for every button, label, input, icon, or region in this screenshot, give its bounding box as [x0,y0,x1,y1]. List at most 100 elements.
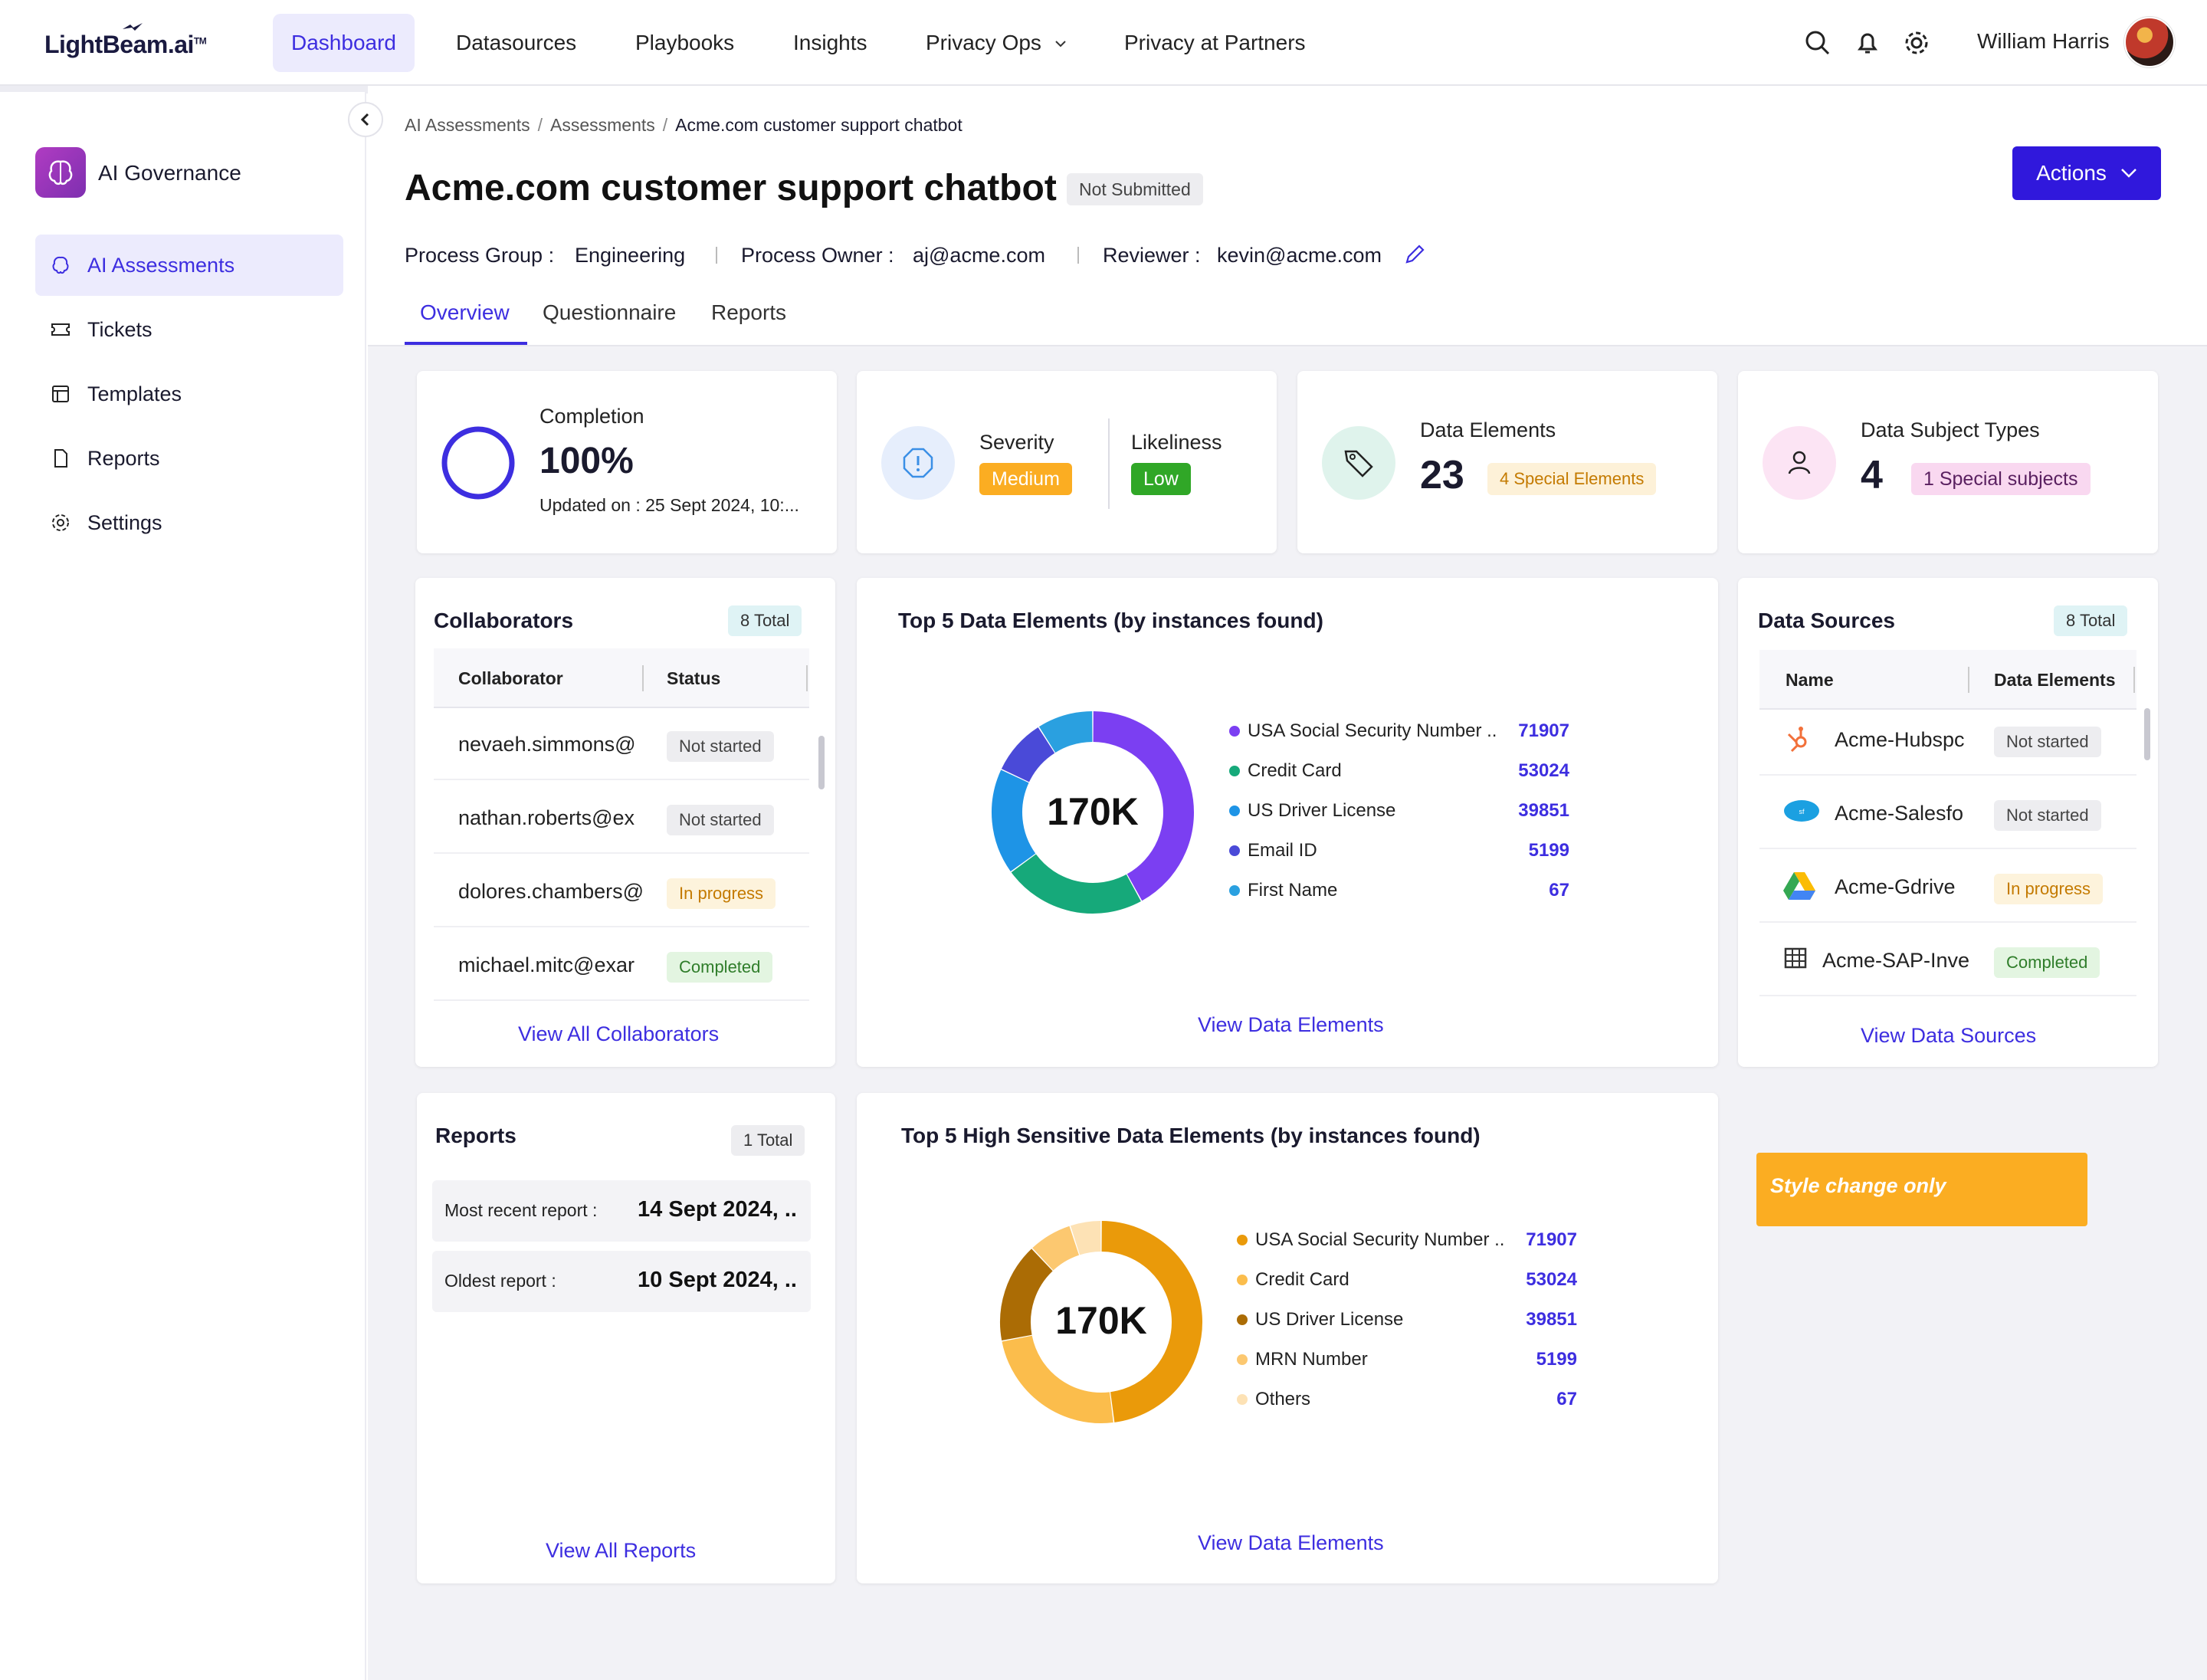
datasource-name[interactable]: Acme-Salesfo [1835,802,1964,825]
legend-swatch [1229,726,1240,737]
breadcrumb-item[interactable]: AI Assessments [405,115,530,135]
top5-sensitive-donut-chart [1000,1221,1202,1423]
search-icon[interactable] [1802,28,1833,58]
donut-slice-3[interactable] [1000,1249,1054,1340]
user-name[interactable]: William Harris [1977,29,2110,53]
column-header-status[interactable]: Status [667,668,721,688]
top5-sensitive-center-label: 170K [1055,1299,1147,1342]
nav-dashboard[interactable]: Dashboard [273,14,415,72]
datasource-name[interactable]: Acme-Hubspc [1835,728,1965,751]
view-data-elements-link[interactable]: View Data Elements [1198,1013,1384,1036]
column-divider [806,665,808,691]
donut-slice-1[interactable] [1101,1221,1202,1422]
data-subjects-value: 4 [1861,453,1883,497]
nav-playbooks[interactable]: Playbooks [635,31,735,54]
datasource-name[interactable]: Acme-Gdrive [1835,875,1956,898]
scrollbar-thumb[interactable] [2144,708,2150,760]
nav-datasources[interactable]: Datasources [456,31,577,54]
oldest-report-row: Oldest report : 10 Sept 2024, .. [432,1251,811,1312]
chevron-down-icon [1055,41,1066,48]
legend-item: USA Social Security Number .. [1237,1229,1504,1251]
tabs-border [368,345,2207,346]
nav-privacy-ops-label: Privacy Ops [926,31,1041,54]
donut-slice-4[interactable] [1032,1226,1080,1271]
reports-title: Reports [435,1124,516,1147]
breadcrumb-item[interactable]: Assessments [550,115,655,135]
bell-icon[interactable] [1852,28,1883,58]
column-header-data-elements[interactable]: Data Elements [1994,670,2116,690]
donut-slice-3[interactable] [992,769,1036,871]
view-all-collaborators-link[interactable]: View All Collaborators [518,1022,720,1045]
top-nav: LightBeam.aiTM Dashboard Datasources Pla… [0,0,2207,86]
collaborators-title: Collaborators [434,609,574,632]
view-sensitive-data-elements-link[interactable]: View Data Elements [1198,1531,1384,1554]
view-data-sources-link[interactable]: View Data Sources [1861,1024,2037,1047]
collaborators-total-badge: 8 Total [728,605,802,636]
legend-label: First Name [1248,880,1338,901]
legend-item: Credit Card [1229,760,1342,782]
meta-divider [1077,247,1079,264]
nav-privacy-ops[interactable]: Privacy Ops [907,14,1087,72]
nav-privacy-at-partners[interactable]: Privacy at Partners [1124,31,1306,54]
salesforce-icon: sf [1782,797,1821,829]
sidebar-item-ai-assessments[interactable]: AI Assessments [35,235,343,296]
legend-label: Credit Card [1255,1269,1349,1290]
row-divider [434,779,809,780]
donut-slice-5[interactable] [1070,1221,1102,1255]
legend-label: USA Social Security Number .. [1248,720,1497,741]
top5-center-label: 170K [1047,790,1139,833]
donut-slice-5[interactable] [1038,711,1094,753]
sidebar-title: AI Governance [98,161,241,185]
avatar[interactable] [2124,17,2175,67]
donut-slice-4[interactable] [1001,727,1055,783]
legend-value: 67 [1549,880,1569,901]
legend-value: 53024 [1526,1269,1577,1290]
likeliness-badge: Low [1131,463,1191,495]
column-header-collaborator[interactable]: Collaborator [458,668,563,688]
sidebar-item-reports[interactable]: Reports [35,428,343,489]
actions-button[interactable]: Actions [2012,146,2161,200]
oldest-report-value: 10 Sept 2024, .. [638,1268,797,1292]
collapse-sidebar-button[interactable] [348,102,383,137]
sidebar-item-settings[interactable]: Settings [35,492,343,553]
chevron-left-icon [360,113,369,126]
edit-pencil-icon[interactable] [1402,242,1427,267]
legend-value: 5199 [1536,1349,1577,1370]
sidebar-item-templates[interactable]: Templates [35,363,343,425]
scrollbar-thumb[interactable] [818,736,825,789]
tab-questionnaire[interactable]: Questionnaire [543,300,677,324]
legend-item: USA Social Security Number .. [1229,720,1497,742]
tab-overview[interactable]: Overview [420,300,510,324]
view-all-reports-link[interactable]: View All Reports [546,1539,697,1562]
row-divider [434,999,809,1001]
logo[interactable]: LightBeam.aiTM [44,23,207,59]
sidebar-item-tickets[interactable]: Tickets [35,299,343,360]
brain-icon [48,160,73,185]
donut-slice-2[interactable] [1011,854,1141,914]
column-header-name[interactable]: Name [1786,670,1834,690]
sidebar [0,92,366,1680]
data-elements-label: Data Elements [1420,418,1556,441]
top5-sensitive-title: Top 5 High Sensitive Data Elements (by i… [901,1124,1481,1147]
donut-slice-1[interactable] [1093,711,1194,901]
completion-label: Completion [539,405,644,428]
datasources-total-badge: 8 Total [2054,605,2128,636]
active-tab-indicator [405,342,527,345]
collaborator-status-badge: Not started [667,731,774,762]
legend-label: Email ID [1248,840,1317,861]
tag-icon [1344,450,1373,477]
nav-insights[interactable]: Insights [793,31,867,54]
tab-reports[interactable]: Reports [711,300,787,324]
legend-value: 39851 [1518,800,1569,821]
collaborator-email: michael.mitc@exar [458,953,635,976]
legend-swatch [1237,1275,1248,1285]
actions-label: Actions [2036,161,2107,185]
reviewer-label: Reviewer : [1103,244,1201,267]
style-change-note: Style change only [1756,1153,2087,1226]
gear-icon[interactable] [1901,28,1932,58]
datasource-name[interactable]: Acme-SAP-Inve [1822,949,1969,972]
data-elements-value: 23 [1420,453,1464,497]
donut-slice-2[interactable] [1002,1335,1113,1423]
legend-label: Credit Card [1248,760,1342,781]
data-elements-card: Data Elements 23 4 Special Elements [1297,371,1717,553]
